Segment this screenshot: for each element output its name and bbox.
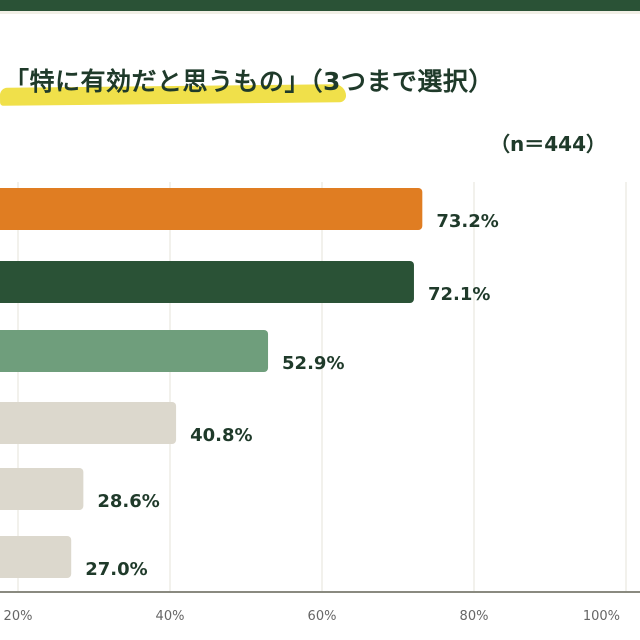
bar-1 — [0, 188, 423, 230]
header-band — [0, 0, 640, 11]
value-label-4: 40.8% — [190, 425, 252, 446]
value-label-3: 52.9% — [282, 353, 344, 374]
value-label-1: 73.2% — [436, 211, 498, 232]
x-tick-label-20: 20% — [4, 609, 33, 624]
bar-4 — [0, 402, 177, 444]
bar-5 — [0, 468, 84, 510]
x-tick-label-100: 100% — [583, 609, 620, 624]
chart-title: 「特に有効だと思うもの」（3つまで選択） — [4, 67, 494, 96]
header-divider — [0, 11, 640, 14]
value-label-6: 27.0% — [85, 559, 147, 580]
x-tick-label-40: 40% — [156, 609, 185, 624]
sample-size-label: （n＝444） — [490, 132, 606, 156]
bar-2 — [0, 261, 414, 303]
value-label-2: 72.1% — [428, 284, 490, 305]
bar-6 — [0, 536, 72, 578]
bar-3 — [0, 330, 269, 372]
x-tick-label-60: 60% — [308, 609, 337, 624]
x-tick-label-80: 80% — [460, 609, 489, 624]
value-label-5: 28.6% — [97, 491, 159, 512]
